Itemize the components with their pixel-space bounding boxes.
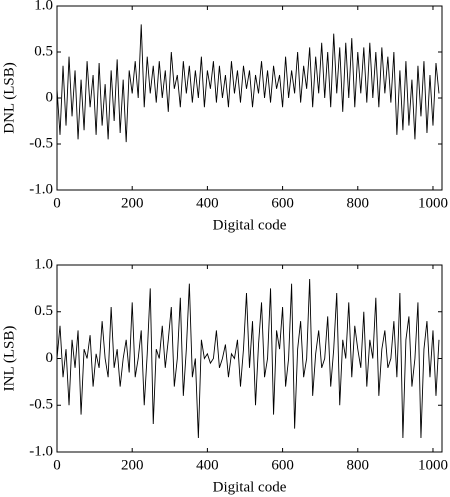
x-tick-label: 600: [271, 457, 294, 473]
y-tick-label: 1.0: [34, 256, 53, 272]
plot-frame: [56, 5, 443, 191]
data-line: [56, 279, 440, 438]
y-tick-label: 0: [46, 89, 54, 105]
y-axis-label: DNL (LSB): [1, 62, 17, 134]
y-axis-label: INL (LSB): [1, 326, 17, 392]
x-tick-label: 1000: [418, 457, 448, 473]
x-axis-label: Digital code: [213, 479, 287, 495]
x-tick-label: 400: [196, 195, 219, 211]
x-tick-label: 0: [53, 195, 61, 211]
x-tick-label: 200: [121, 457, 144, 473]
y-tick-label: 0: [46, 350, 54, 366]
y-tick-label: -1.0: [29, 181, 53, 197]
x-axis-label: Digital code: [213, 217, 287, 233]
x-tick-label: 200: [121, 195, 144, 211]
y-tick-label: -0.5: [29, 135, 53, 151]
y-tick-label: 0.5: [34, 43, 53, 59]
y-tick-label: -0.5: [29, 397, 53, 413]
x-tick-label: 0: [53, 457, 61, 473]
y-tick-label: 0.5: [34, 303, 53, 319]
y-tick-label: -1.0: [29, 443, 53, 459]
x-tick-label: 400: [196, 457, 219, 473]
y-tick-label: 1.0: [34, 0, 53, 13]
x-tick-label: 1000: [418, 195, 448, 211]
x-tick-label: 800: [347, 195, 370, 211]
x-tick-label: 800: [347, 457, 370, 473]
data-line: [56, 24, 440, 143]
x-tick-label: 600: [271, 195, 294, 211]
